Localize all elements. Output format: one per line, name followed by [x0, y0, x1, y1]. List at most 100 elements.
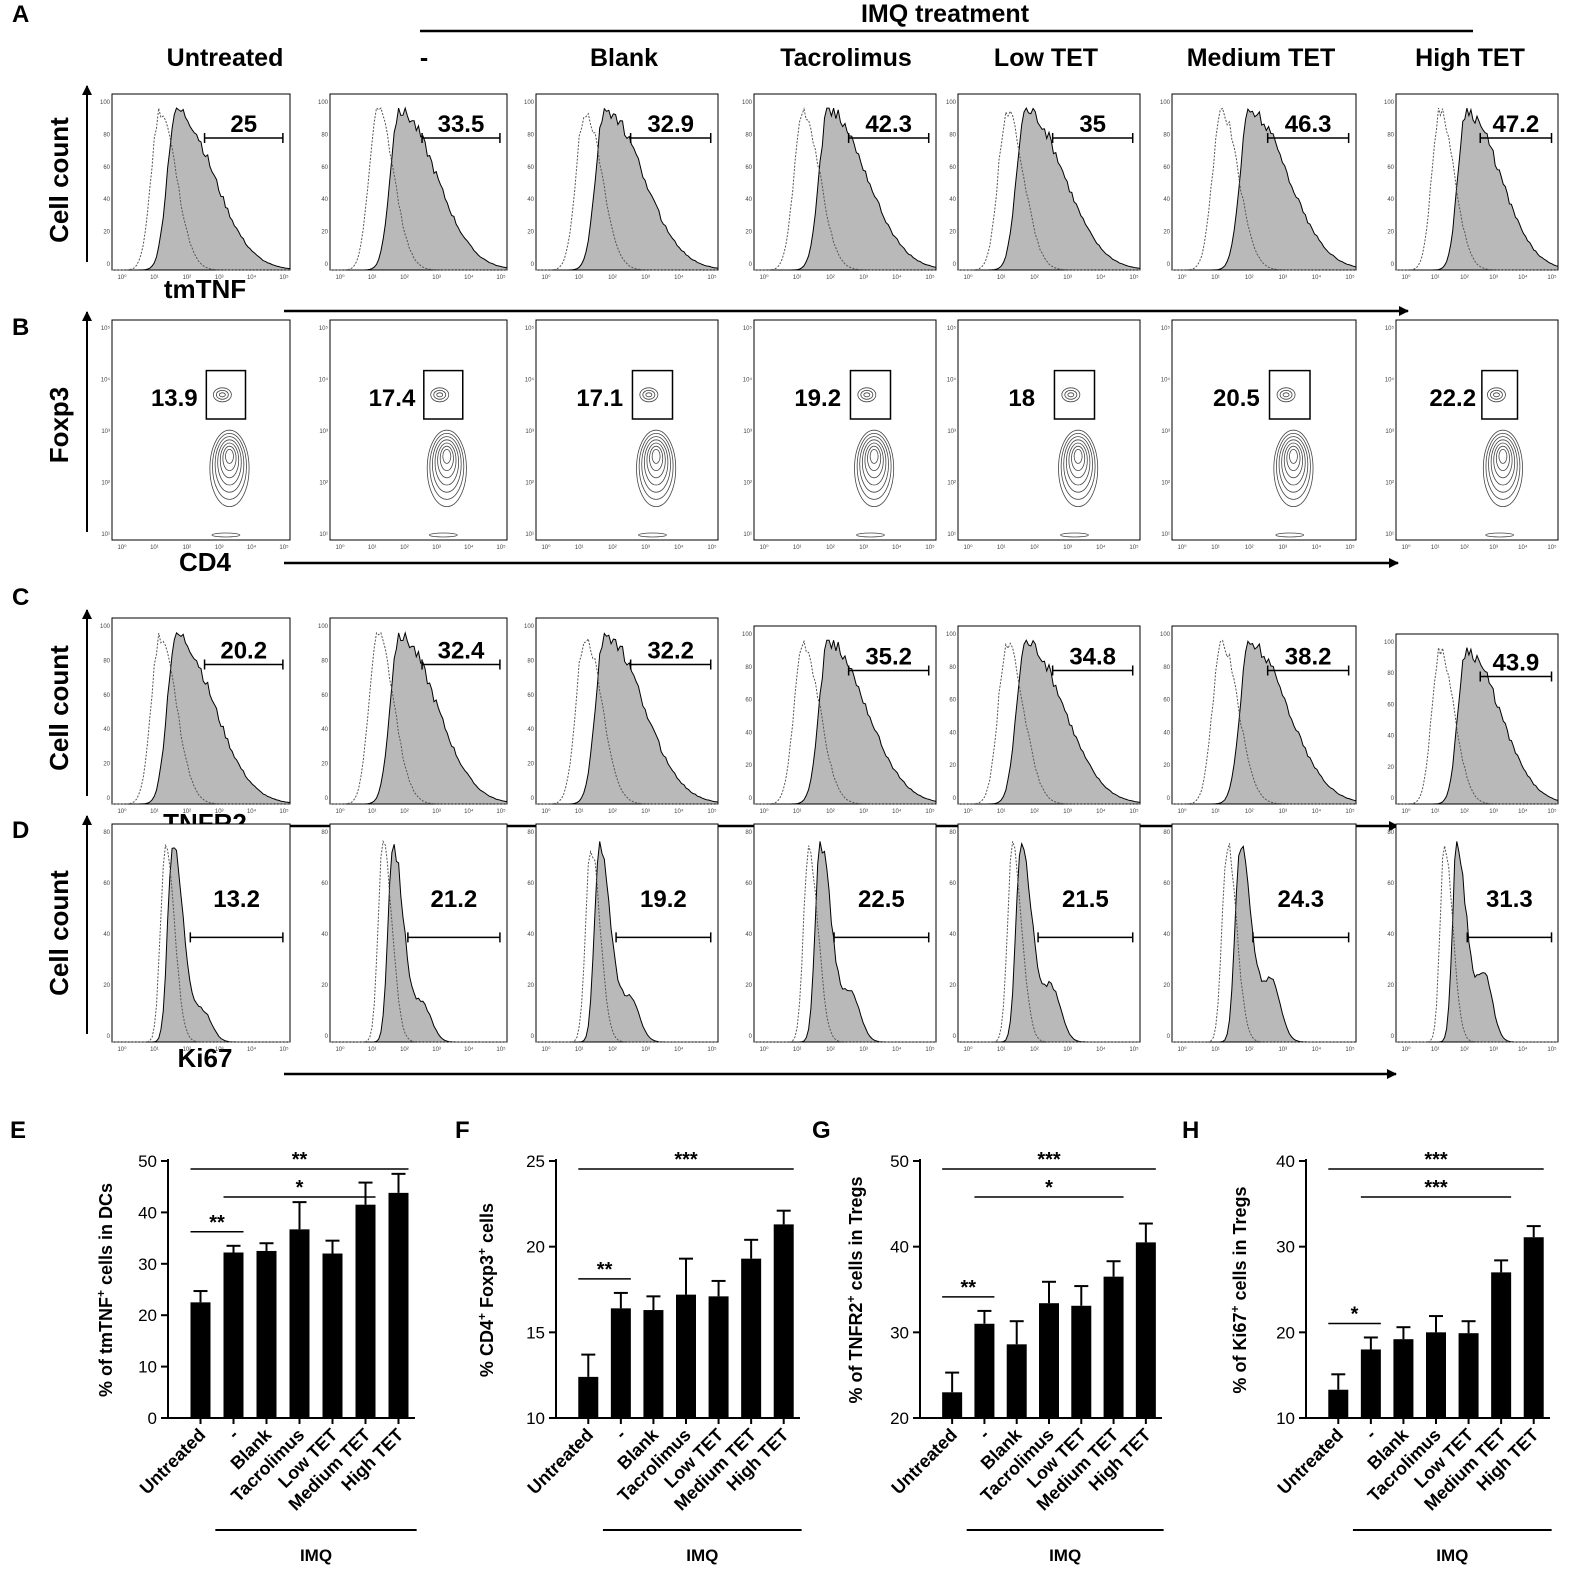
- y-tick-label: 10⁴: [525, 377, 535, 384]
- positive-histogram: [1172, 640, 1357, 805]
- y-tick-label: 30: [1276, 1238, 1295, 1257]
- x-tick-label: 10¹: [1431, 275, 1440, 281]
- plot-C-4: 0 20 40 60 80 100 10⁰ 10¹ 10² 10³ 10⁴ 10⁵ 34.8: [946, 625, 1141, 815]
- bar-H-5: [1491, 1272, 1512, 1418]
- x-tick-label: 10⁴: [674, 544, 684, 551]
- x-tick-label: 10³: [215, 545, 224, 551]
- plot-A-3: 0 20 40 60 80 100 10⁰ 10¹ 10² 10³ 10⁴ 10⁵ 42.3: [742, 93, 937, 281]
- plot-C-2: 0 20 40 60 80 100 10⁰ 10¹ 10² 10³ 10⁴ 10⁵ 32.2: [524, 617, 719, 815]
- x-tick-label: 10²: [1460, 809, 1469, 815]
- y-tick-label: 0: [1391, 1034, 1395, 1040]
- ylabel-part: % of Ki67: [1230, 1313, 1250, 1394]
- y-tick-label: 10³: [1161, 429, 1170, 435]
- contour-ring: [217, 439, 242, 486]
- gate-percent-A-0: 25: [230, 111, 257, 138]
- contour-ring: [1061, 387, 1081, 403]
- y-tick-label: 15: [526, 1323, 545, 1342]
- contour-ring: [1275, 532, 1305, 538]
- gate-percent-B-0: 13.9: [151, 385, 198, 412]
- contour-ring: [1482, 429, 1523, 507]
- y-tick-label: 0: [107, 796, 111, 802]
- y-tick-label: 60: [321, 881, 328, 887]
- contour-ring: [642, 389, 656, 400]
- y-tick-label: 60: [949, 165, 956, 171]
- x-tick-label: 10⁴: [674, 1046, 684, 1053]
- y-tick-label: 40: [103, 727, 110, 733]
- contour-ring: [436, 392, 444, 398]
- column-header: IMQ treatment Untreated - Blank Tacrolimus Lo…: [167, 0, 1525, 72]
- x-tick-label: 10¹: [575, 545, 584, 551]
- chart-ylabel-G: % of TNFR2+ cells in Tregs: [844, 1176, 866, 1403]
- x-tick-label: 10⁵: [925, 808, 935, 815]
- x-tick-label: 10²: [1030, 275, 1039, 281]
- y-tick-label: 80: [527, 132, 534, 138]
- y-tick-label: 0: [1167, 1034, 1171, 1040]
- x-tick-label: 10³: [641, 1047, 650, 1053]
- x-tick-label: 10⁰: [963, 1046, 973, 1053]
- bar-H-3: [1426, 1332, 1446, 1418]
- panel-letter-F: F: [455, 1117, 470, 1144]
- y-tick-label: 80: [103, 132, 110, 138]
- row-xlabel-D: Ki67: [178, 1043, 233, 1073]
- x-tick-label: 10²: [182, 1047, 191, 1053]
- contour-ring: [645, 392, 653, 398]
- y-tick-label: 0: [531, 262, 535, 268]
- x-tick-label: 10³: [1063, 275, 1072, 281]
- contour-ring: [1063, 436, 1093, 493]
- x-tick-label: 10⁰: [541, 274, 551, 281]
- x-tick-label: 10¹: [368, 1047, 377, 1053]
- gate-percent-D-1: 21.2: [431, 886, 478, 913]
- chart-G: G 20 30 40 50 % of TNFR2+ cells in Tregs Untre…: [812, 1117, 1164, 1565]
- y-tick-label: 20: [1276, 1323, 1295, 1342]
- plot-B-0: 10¹ 10² 10³ 10⁴ 10⁵ 10⁰ 10¹ 10² 10³ 10⁴ 10⁵ 13.9: [101, 319, 291, 551]
- plot-D-0: 0 20 40 60 80 10⁰ 10¹ 10² 10³ 10⁴ 10⁵ 13.2: [103, 823, 291, 1053]
- contour-ring: [1071, 445, 1086, 471]
- plot-A-5: 0 20 40 60 80 100 10⁰ 10¹ 10² 10³ 10⁴ 10⁵ 46.3: [1160, 93, 1357, 281]
- x-tick-label: 10³: [215, 809, 224, 815]
- x-tick-label: 10⁰: [1401, 1046, 1411, 1053]
- panel-letter-E: E: [10, 1117, 26, 1144]
- y-tick-label: 20: [1387, 230, 1394, 236]
- x-tick-label: 10³: [1278, 275, 1287, 281]
- contour-ring: [1283, 442, 1304, 479]
- x-tick-label: 10¹: [575, 1047, 584, 1053]
- contour-ring: [1065, 439, 1091, 486]
- contour-ring: [860, 389, 874, 400]
- y-tick-label: 10²: [743, 481, 752, 487]
- isotype-histogram: [112, 843, 290, 1043]
- x-tick-label: 10¹: [368, 275, 377, 281]
- y-tick-label: 0: [1167, 796, 1171, 802]
- x-tick-label: 10⁰: [335, 1046, 345, 1053]
- x-tick-label: 10⁴: [674, 808, 684, 815]
- x-tick-label: 10⁰: [759, 274, 769, 281]
- panel-letter-D: D: [12, 817, 29, 844]
- x-tick-label: 10³: [641, 275, 650, 281]
- x-tick-label: 10⁵: [1345, 1046, 1355, 1053]
- x-tick-label: 10³: [1489, 809, 1498, 815]
- y-tick-label: 40: [745, 932, 752, 938]
- y-tick-label: 10⁵: [1385, 325, 1395, 332]
- column-label-2: Blank: [590, 44, 658, 72]
- gate-percent-D-4: 21.5: [1062, 886, 1109, 913]
- y-tick-label: 40: [1163, 932, 1170, 938]
- x-tick-label: 10⁰: [963, 274, 973, 281]
- y-tick-label: 60: [745, 698, 752, 704]
- y-tick-label: 0: [325, 1034, 329, 1040]
- gate-percent-A-6: 47.2: [1493, 111, 1540, 138]
- y-tick-label: 20: [745, 763, 752, 769]
- gate-percent-A-4: 35: [1079, 111, 1106, 138]
- x-tick-label: 10¹: [793, 1047, 802, 1053]
- x-tick-label: 10⁰: [759, 1046, 769, 1053]
- bar-F-0: [578, 1376, 599, 1418]
- y-tick-label: 10³: [743, 429, 752, 435]
- imq-group-label-H: IMQ: [1436, 1546, 1468, 1565]
- y-tick-label: 100: [524, 624, 535, 630]
- contour-ring: [1279, 389, 1293, 400]
- y-tick-label: 100: [1160, 632, 1171, 638]
- bar-E-1: [223, 1252, 244, 1418]
- y-tick-label: 80: [949, 665, 956, 671]
- x-tick-label: 10⁵: [496, 1046, 506, 1053]
- contour-ring: [432, 436, 462, 493]
